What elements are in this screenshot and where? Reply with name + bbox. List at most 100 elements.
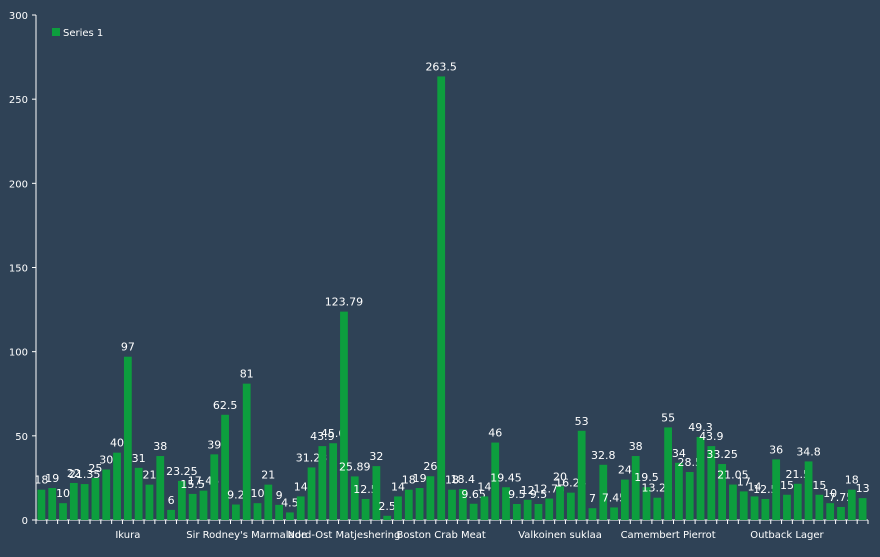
bar xyxy=(296,496,305,520)
data-label: 25 xyxy=(88,462,102,475)
bar xyxy=(469,503,478,520)
bar xyxy=(815,494,824,520)
bar xyxy=(707,446,716,520)
data-label: 14 xyxy=(477,480,491,493)
bar xyxy=(210,454,219,520)
bar xyxy=(361,498,370,520)
bar xyxy=(394,496,402,520)
bar xyxy=(59,503,67,520)
bar xyxy=(264,484,273,520)
bar xyxy=(232,504,240,520)
data-label: 21.5 xyxy=(786,468,811,481)
data-label: 20 xyxy=(553,470,567,483)
bar xyxy=(718,464,727,520)
data-label: 62.5 xyxy=(213,399,238,412)
bar xyxy=(664,427,672,520)
data-label: 53 xyxy=(575,415,589,428)
data-label: 9.2 xyxy=(227,489,245,502)
bar xyxy=(177,480,186,520)
data-label: 12 xyxy=(521,484,535,497)
data-label: 15.5 xyxy=(180,478,205,491)
data-label: 34 xyxy=(672,447,686,460)
data-label: 18 xyxy=(402,474,416,487)
data-label: 19.45 xyxy=(490,471,522,484)
bar xyxy=(556,486,564,520)
bar xyxy=(91,477,100,520)
data-label: 49.3 xyxy=(688,421,713,434)
data-label: 9 xyxy=(276,489,283,502)
data-label: 81 xyxy=(240,368,254,381)
y-tick-label: 50 xyxy=(15,432,28,443)
data-label: 33.25 xyxy=(706,448,738,461)
data-label: 15 xyxy=(812,479,826,492)
bar xyxy=(426,476,435,520)
y-tick-label: 300 xyxy=(9,11,28,22)
bar xyxy=(610,507,618,520)
bar xyxy=(102,469,111,520)
data-label: 2.5 xyxy=(378,500,396,513)
bar xyxy=(480,496,489,520)
data-label: 21 xyxy=(142,469,156,482)
bar xyxy=(458,489,467,520)
bar xyxy=(275,504,284,520)
data-label: 22 xyxy=(67,467,81,480)
bar xyxy=(448,489,456,520)
bar xyxy=(858,498,867,520)
data-label: 6 xyxy=(168,494,175,507)
data-label: 9.65 xyxy=(461,488,486,501)
data-label: 15 xyxy=(780,479,794,492)
bar xyxy=(156,456,165,520)
bar xyxy=(307,467,316,520)
data-label: 43.9 xyxy=(699,430,724,443)
data-label: 19 xyxy=(45,472,59,485)
data-label: 26 xyxy=(423,460,437,473)
bar xyxy=(48,488,57,520)
data-label: 21 xyxy=(261,469,275,482)
data-label: 263.5 xyxy=(425,60,457,73)
data-label: 30 xyxy=(99,454,113,467)
data-label: 38 xyxy=(629,440,643,453)
x-category-label: Nord-Ost Matjeshering xyxy=(288,530,401,541)
bar xyxy=(783,494,791,520)
bar xyxy=(69,482,78,520)
bar xyxy=(599,464,608,520)
data-label: 10 xyxy=(56,487,70,500)
y-tick-label: 0 xyxy=(22,516,28,527)
bar xyxy=(653,497,662,520)
bar xyxy=(221,414,229,520)
data-label: 12.5 xyxy=(753,483,778,496)
bar xyxy=(199,490,208,520)
data-label: 19 xyxy=(413,472,427,485)
data-label: 13 xyxy=(856,482,870,495)
data-label: 10 xyxy=(823,487,837,500)
data-label: 19.5 xyxy=(634,471,659,484)
legend-swatch xyxy=(52,28,60,36)
bar xyxy=(837,506,845,520)
data-label: 14 xyxy=(391,480,405,493)
data-label: 9.5 xyxy=(508,488,526,501)
data-label: 4.5 xyxy=(281,496,299,509)
bar xyxy=(404,489,413,520)
x-category-label: Valkoinen suklaa xyxy=(518,530,602,541)
x-category-label: Outback Lager xyxy=(750,530,824,541)
data-label: 14 xyxy=(294,480,308,493)
bar xyxy=(188,493,197,520)
data-label: 7 xyxy=(589,492,596,505)
data-label: 23.25 xyxy=(166,465,198,478)
legend-label: Series 1 xyxy=(63,28,103,39)
data-label: 24 xyxy=(618,464,632,477)
data-label: 28.5 xyxy=(677,456,702,469)
data-label: 55 xyxy=(661,411,675,424)
data-label: 18 xyxy=(34,474,48,487)
bar xyxy=(739,491,748,520)
data-label: 18 xyxy=(845,474,859,487)
bar xyxy=(750,496,759,520)
bar xyxy=(350,476,359,520)
bar xyxy=(329,443,338,520)
bar xyxy=(729,484,737,520)
data-label: 21.35 xyxy=(69,468,101,481)
data-label: 40 xyxy=(110,437,124,450)
data-label: 31 xyxy=(132,452,146,465)
data-label: 12.5 xyxy=(353,483,378,496)
